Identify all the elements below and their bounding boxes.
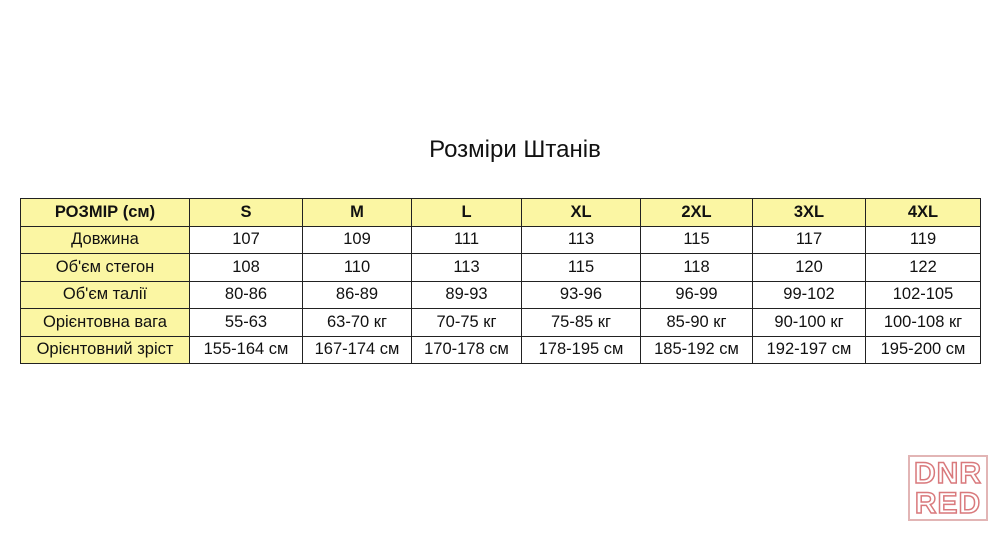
row-label: Орієнтовна вага: [20, 308, 190, 337]
cell: 170-178 см: [411, 335, 522, 364]
header-cell: L: [411, 198, 522, 227]
cell: 107: [189, 225, 303, 254]
cell: 178-195 см: [521, 335, 641, 364]
header-row: РОЗМІР (см) S M L XL 2XL 3XL 4XL: [20, 198, 981, 227]
table-row: Об'єм талії 80-86 86-89 89-93 93-96 96-99 99-1…: [20, 280, 981, 309]
row-label: Довжина: [20, 225, 190, 254]
table-row: Об'єм стегон 108 110 113 115 118 120 122: [20, 253, 981, 282]
cell: 120: [752, 253, 866, 282]
cell: 113: [411, 253, 522, 282]
cell: 75-85 кг: [521, 308, 641, 337]
cell: 118: [640, 253, 753, 282]
watermark-line: DNR: [913, 457, 982, 490]
cell: 70-75 кг: [411, 308, 522, 337]
cell: 85-90 кг: [640, 308, 753, 337]
cell: 96-99: [640, 280, 753, 309]
cell: 167-174 см: [302, 335, 412, 364]
row-label: Орієнтовний зріст: [20, 335, 190, 364]
cell: 63-70 кг: [302, 308, 412, 337]
row-label: Об'єм талії: [20, 280, 190, 309]
cell: 195-200 см: [865, 335, 981, 364]
cell: 117: [752, 225, 866, 254]
title: Розміри Штанів: [429, 136, 601, 163]
table-row: Орієнтовна вага 55-63 63-70 кг 70-75 кг 75-8…: [20, 308, 981, 337]
cell: 192-197 см: [752, 335, 866, 364]
cell: 185-192 см: [640, 335, 753, 364]
cell: 80-86: [189, 280, 303, 309]
cell: 115: [521, 253, 641, 282]
cell: 119: [865, 225, 981, 254]
cell: 111: [411, 225, 522, 254]
cell: 109: [302, 225, 412, 254]
size-table: РОЗМІР (см) S M L XL 2XL 3XL 4XL Довжина 107 109 11…: [20, 198, 981, 364]
cell: 93-96: [521, 280, 641, 309]
cell: 113: [521, 225, 641, 254]
header-cell: S: [189, 198, 303, 227]
cell: 102-105: [865, 280, 981, 309]
header-cell: XL: [521, 198, 641, 227]
table-row: Довжина 107 109 111 113 115 117 119: [20, 225, 981, 254]
cell: 90-100 кг: [752, 308, 866, 337]
watermark-line: RED: [914, 487, 982, 520]
cell: 89-93: [411, 280, 522, 309]
header-cell: РОЗМІР (см): [20, 198, 190, 227]
cell: 110: [302, 253, 412, 282]
header-cell: 4XL: [865, 198, 981, 227]
cell: 122: [865, 253, 981, 282]
table-row: Орієнтовний зріст 155-164 см 167-174 см 170…: [20, 335, 981, 364]
cell: 115: [640, 225, 753, 254]
cell: 108: [189, 253, 303, 282]
watermark: DNR RED: [908, 455, 988, 521]
header-cell: 2XL: [640, 198, 753, 227]
row-label: Об'єм стегон: [20, 253, 190, 282]
header-cell: M: [302, 198, 412, 227]
cell: 100-108 кг: [865, 308, 981, 337]
cell: 86-89: [302, 280, 412, 309]
header-cell: 3XL: [752, 198, 866, 227]
cell: 55-63: [189, 308, 303, 337]
cell: 155-164 см: [189, 335, 303, 364]
cell: 99-102: [752, 280, 866, 309]
